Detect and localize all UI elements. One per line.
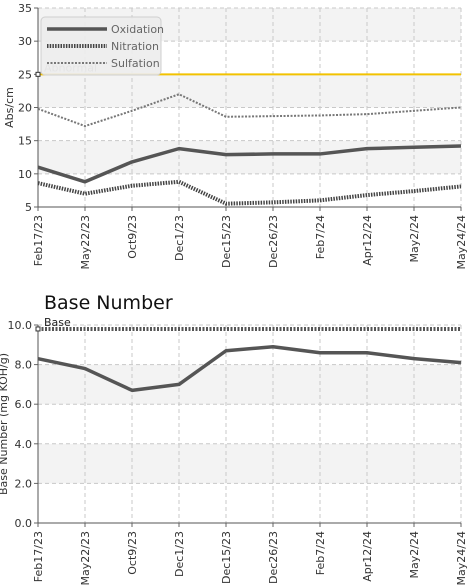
plot-band	[38, 140, 461, 174]
y-tick-label: 10.0	[8, 319, 33, 332]
base-number-chart-title: Base Number	[44, 292, 173, 314]
legend-label: Oxidation	[111, 23, 164, 36]
y-tick-label: 4.0	[15, 438, 33, 451]
oil-analysis-chart: 5 10 15 20 25 30 35 Feb17/23 May22/23 Oct9/23 Dec1…	[3, 2, 468, 269]
series-line-oxidation	[37, 144, 462, 184]
plot-band	[38, 443, 461, 484]
plot-band	[38, 74, 461, 108]
x-tick-label: May24/24	[455, 215, 468, 269]
y-tick-label: 5	[25, 201, 32, 214]
y-tick-label: 20	[18, 102, 32, 115]
threshold-label: Base	[44, 316, 71, 329]
x-tick-label: Oct9/23	[126, 531, 139, 575]
x-tick-label: May2/24	[408, 215, 421, 262]
y-axis-label: Base Number (mg KOH/g)	[0, 353, 10, 495]
x-tick-label: May22/23	[79, 215, 92, 269]
x-tick-label: Dec26/23	[267, 215, 280, 268]
plot-band	[38, 107, 461, 141]
y-tick-label: 6.0	[15, 398, 33, 411]
y-tick-label: 0.0	[15, 517, 33, 530]
series-line-nitration	[37, 179, 462, 206]
x-tick-label: Apr12/24	[361, 531, 374, 582]
x-tick-label: Feb7/24	[314, 215, 327, 259]
plot-band	[38, 325, 461, 365]
plot-band	[38, 404, 461, 444]
x-tick-label: Dec1/23	[173, 215, 186, 261]
x-tick-label: Dec1/23	[173, 531, 186, 577]
y-tick-label: 2.0	[15, 477, 33, 490]
x-tick-label: May24/24	[455, 531, 468, 585]
legend-label: Nitration	[111, 40, 159, 53]
x-tick-label: Oct9/23	[126, 215, 139, 259]
x-tick-label: Dec26/23	[267, 531, 280, 584]
x-tick-label: Feb17/23	[32, 215, 45, 266]
x-tick-label: Dec15/23	[220, 215, 233, 268]
series-line-sulfation	[37, 93, 462, 128]
threshold-marker	[35, 71, 41, 77]
x-tick-label: May22/23	[79, 531, 92, 585]
plot-band	[38, 173, 461, 207]
threshold-marker	[35, 326, 41, 332]
y-tick-label: 8.0	[15, 359, 33, 372]
series-line-base-number	[37, 345, 462, 393]
y-axis-label: Abs/cm	[3, 87, 16, 128]
base-number-chart: 0.0 2.0 4.0 6.0 8.0 10.0 Feb17/23 May22/23 Oct9/…	[0, 316, 468, 585]
x-tick-label: Feb7/24	[314, 531, 327, 575]
x-tick-label: Dec15/23	[220, 531, 233, 584]
x-tick-label: May2/24	[408, 531, 421, 578]
plot-band	[38, 483, 461, 523]
y-tick-label: 10	[18, 168, 32, 181]
x-tick-label: Apr12/24	[361, 215, 374, 266]
y-tick-label: 35	[18, 2, 32, 15]
legend-label: Sulfation	[111, 57, 160, 70]
plot-band	[38, 364, 461, 405]
y-tick-label: 25	[18, 68, 32, 81]
y-tick-label: 30	[18, 35, 32, 48]
y-tick-label: 15	[18, 135, 32, 148]
x-tick-label: Feb17/23	[32, 531, 45, 582]
